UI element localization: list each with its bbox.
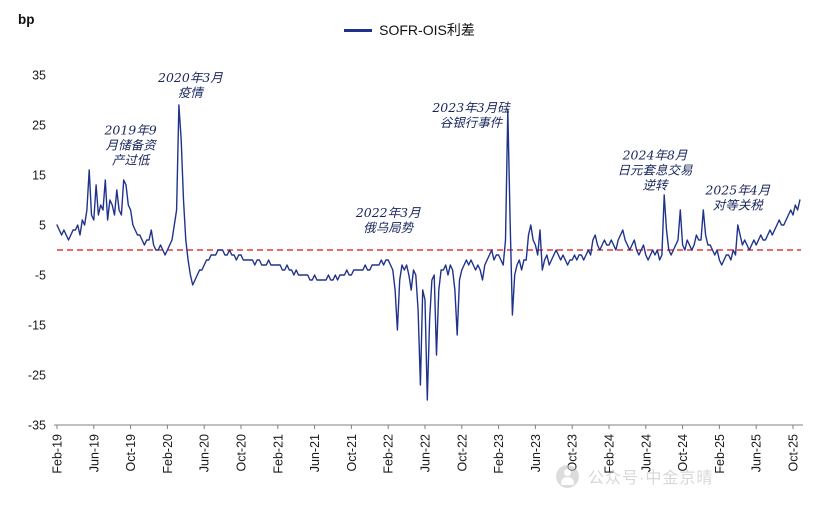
x-tick-label: Oct-21 <box>345 434 359 472</box>
legend-line-swatch <box>344 28 373 32</box>
y-tick-label: -15 <box>28 319 46 333</box>
y-axis: 35 25 15 5 -5 -15 -25 -35 <box>28 69 46 433</box>
x-tick-label: Feb-19 <box>51 434 65 474</box>
y-tick-label: -35 <box>28 419 46 433</box>
y-tick-label: -25 <box>28 369 46 383</box>
watermark: 公众号·中金京晴 <box>556 464 713 488</box>
x-axis: Feb-19 Jun-19 Oct-19 Feb-20 Jun-20 Oct-20 Feb-… <box>51 424 803 474</box>
y-tick-label: -5 <box>35 269 46 283</box>
y-tick-label: 5 <box>39 219 46 233</box>
x-tick-label: Jun-23 <box>529 434 543 472</box>
annotation-text: 2022年3月 <box>355 205 421 220</box>
x-tick-label: Jun-20 <box>198 434 212 472</box>
person-body-shape <box>561 476 574 485</box>
annotation-text: 2024年8月 <box>622 148 688 163</box>
x-tick-label: Jun-19 <box>87 434 101 472</box>
person-head-shape <box>564 468 571 476</box>
x-tick-label: Oct-25 <box>787 434 801 472</box>
x-tick-label: Feb-22 <box>382 434 396 474</box>
x-tick-label: Feb-21 <box>271 434 285 474</box>
legend-series-label: SOFR-OIS利差 <box>379 22 475 38</box>
y-axis-unit-label: bp <box>18 12 35 27</box>
annotation-text: 月储备资 <box>106 138 158 153</box>
annotation-text: 日元套息交易 <box>617 163 693 178</box>
legend: SOFR-OIS利差 <box>0 20 819 40</box>
x-tick-label: Feb-20 <box>161 434 175 474</box>
annotation-text: 谷银行事件 <box>440 115 504 130</box>
x-tick-label: Oct-20 <box>235 434 249 472</box>
x-tick-label: Oct-19 <box>124 434 138 472</box>
annotation-text: 逆转 <box>642 178 669 193</box>
y-tick-label: 15 <box>32 169 46 183</box>
person-in-circle-icon <box>556 464 579 488</box>
annotation-text: 对等关税 <box>713 198 765 213</box>
x-tick-label: Oct-24 <box>676 434 690 472</box>
annotation-text: 2020年3月 <box>157 70 223 85</box>
annotation-text: 2023年3月硅 <box>431 100 511 115</box>
annotation-text: 2025年4月 <box>704 183 770 198</box>
annotation-text: 俄乌局势 <box>363 220 415 235</box>
y-tick-label: 25 <box>32 119 46 133</box>
annotation-text: 产过低 <box>112 153 151 168</box>
annotation-text: 疫情 <box>178 85 205 100</box>
watermark-text: 公众号·中金京晴 <box>588 470 714 487</box>
x-tick-label: Feb-25 <box>713 434 727 474</box>
x-tick-label: Jun-24 <box>639 434 653 472</box>
x-tick-label: Oct-22 <box>455 434 469 472</box>
x-tick-label: Feb-24 <box>603 434 617 474</box>
y-tick-label: 35 <box>32 69 46 83</box>
x-tick-label: Oct-23 <box>566 434 580 472</box>
x-tick-label: Jun-22 <box>419 434 433 472</box>
annotation-text: 2019年9 <box>103 123 156 138</box>
series-line-sofr-ois <box>56 104 801 401</box>
x-tick-label: Jun-25 <box>750 434 764 472</box>
x-tick-label: Jun-21 <box>308 434 322 472</box>
x-tick-label: Feb-23 <box>492 434 506 474</box>
